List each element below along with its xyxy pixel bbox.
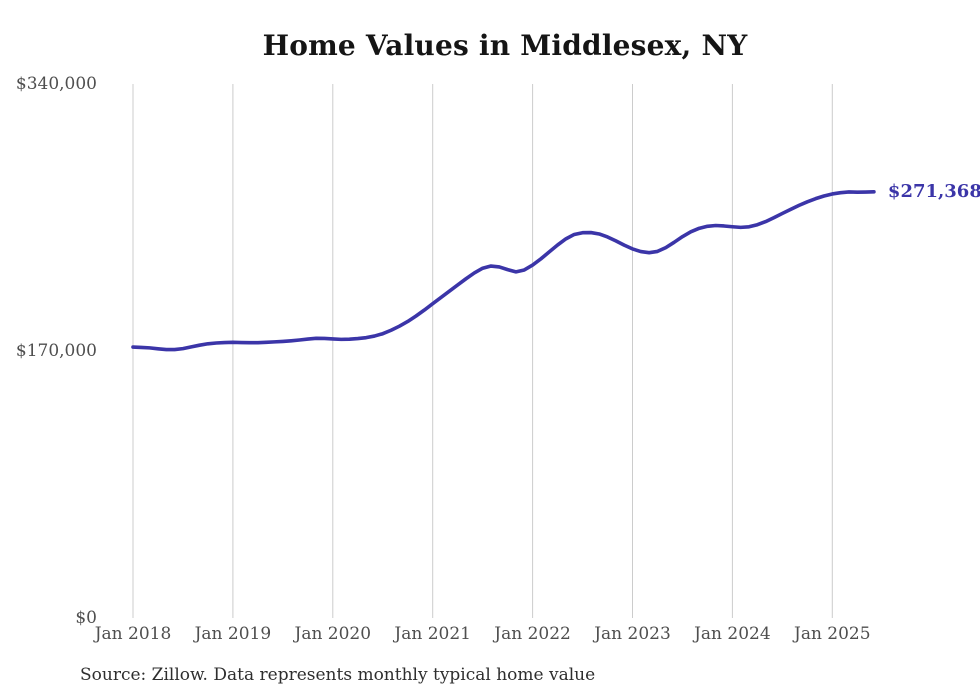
- end-value-label: $271,368: [887, 180, 980, 202]
- chart-title: Home Values in Middlesex, NY: [262, 29, 748, 62]
- y-tick-label: $340,000: [15, 74, 97, 94]
- x-tick-label: Jan 2018: [94, 624, 172, 644]
- x-tick-label: Jan 2019: [194, 624, 272, 644]
- y-tick-label: $170,000: [15, 341, 97, 361]
- x-tick-label: Jan 2023: [594, 624, 671, 644]
- x-tick-label: Jan 2020: [294, 624, 372, 644]
- x-tick-label: Jan 2025: [794, 624, 871, 644]
- x-tick-label: Jan 2021: [394, 624, 471, 644]
- value-line: [131, 189, 876, 352]
- y-tick-label: $0: [75, 608, 97, 628]
- x-tick-label: Jan 2022: [494, 624, 571, 644]
- source-note: Source: Zillow. Data represents monthly …: [80, 665, 596, 685]
- x-tick-label: Jan 2024: [694, 624, 771, 644]
